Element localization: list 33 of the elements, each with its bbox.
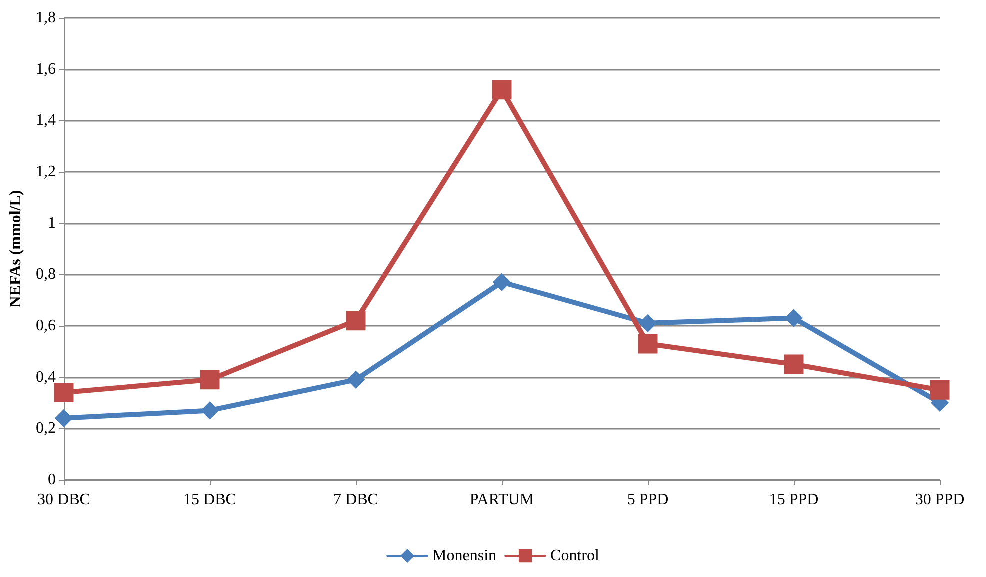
point — [639, 314, 657, 332]
point — [493, 274, 511, 292]
y-tick-label: 0,8 — [36, 266, 56, 284]
point — [347, 371, 365, 389]
x-tick-label: 30 DBC — [38, 492, 90, 508]
x-tick-label: 15 DBC — [184, 492, 236, 508]
point — [55, 410, 73, 428]
y-tick-label: 1,6 — [36, 60, 56, 78]
point — [930, 380, 950, 400]
point — [492, 80, 512, 100]
point — [201, 402, 219, 420]
y-tick-label: 0,4 — [36, 368, 56, 386]
y-tick-label: 0 — [48, 472, 56, 488]
x-tick-label: PARTUM — [470, 492, 534, 508]
x-tick-label: 15 PPD — [769, 492, 819, 508]
point — [200, 370, 220, 390]
x-tick-label: 30 PPD — [915, 492, 965, 508]
point — [346, 311, 366, 331]
y-tick-label: 0,2 — [36, 420, 56, 438]
y-tick-label: 1,4 — [36, 112, 56, 130]
point — [638, 334, 658, 354]
y-tick-label: 1,2 — [36, 164, 56, 180]
point — [785, 310, 803, 328]
y-tick-label: 1,8 — [36, 10, 56, 26]
y-tick-label: 0,6 — [36, 318, 56, 334]
point — [54, 382, 74, 402]
x-tick-label: 7 DBC — [334, 492, 378, 508]
y-axis-title: NEFAs (mmol/L) — [8, 190, 24, 308]
legend-label: Monensin — [432, 548, 497, 564]
x-tick-label: 5 PPD — [627, 492, 669, 508]
point — [784, 354, 804, 374]
legend-label: Control — [550, 548, 600, 564]
y-tick-label: 1 — [48, 214, 56, 232]
